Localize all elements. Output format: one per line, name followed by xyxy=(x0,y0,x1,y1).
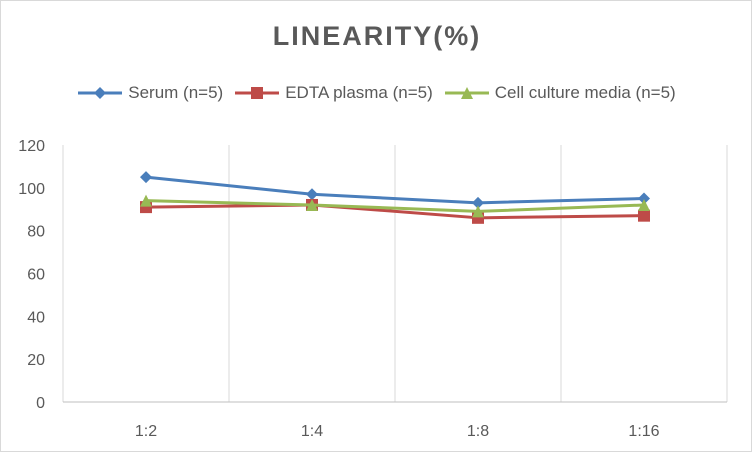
legend-label-cell-culture-media: Cell culture media (n=5) xyxy=(494,83,676,102)
x-tick-label: 1:16 xyxy=(628,423,659,440)
series-line xyxy=(145,203,645,220)
data-point xyxy=(306,188,318,201)
y-tick-label: 40 xyxy=(27,309,45,326)
y-tick-label: 20 xyxy=(27,352,45,369)
data-point xyxy=(140,171,152,184)
x-tick-label: 1:4 xyxy=(301,423,323,440)
series-line xyxy=(145,199,645,213)
data-point xyxy=(306,198,318,211)
x-tick-label: 1:2 xyxy=(135,423,157,440)
legend-item-serum: Serum (n=5) xyxy=(78,83,223,103)
y-tick-label: 100 xyxy=(18,181,45,198)
data-point xyxy=(638,198,650,211)
y-tick-label: 80 xyxy=(27,224,45,241)
legend-marker-serum xyxy=(78,87,123,99)
legend-item-cell-culture-media: Cell culture media (n=5) xyxy=(444,83,676,103)
data-point xyxy=(638,209,650,222)
y-tick-label: 60 xyxy=(27,267,45,284)
x-tick-label: 1:8 xyxy=(467,423,489,440)
legend-marker-cell-culture-media xyxy=(444,87,489,99)
legend-label-serum: Serum (n=5) xyxy=(128,83,224,102)
chart-legend: Serum (n=5) EDTA plasma (n=5) Cell cultu… xyxy=(1,79,752,107)
chart-title: LINEARITY(%) xyxy=(272,21,482,51)
legend-item-edta-plasma: EDTA plasma (n=5) xyxy=(235,83,433,103)
data-point xyxy=(472,205,484,218)
legend-label-edta-plasma: EDTA plasma (n=5) xyxy=(285,83,433,102)
legend-marker-edta-plasma xyxy=(235,87,280,99)
series-line xyxy=(145,175,645,205)
y-tick-label: 120 xyxy=(18,138,45,155)
data-point xyxy=(638,192,650,205)
y-tick-label: 0 xyxy=(36,395,45,412)
data-point xyxy=(472,196,484,209)
data-point xyxy=(140,194,152,207)
